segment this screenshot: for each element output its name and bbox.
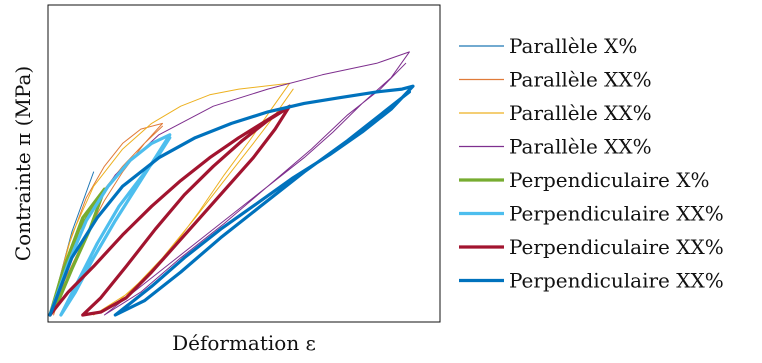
series-line-5 [48, 187, 107, 317]
legend-label-3: Parallèle XX% [509, 101, 652, 125]
plot-area [48, 51, 415, 317]
legend-item-3: Parallèle XX% [459, 101, 652, 125]
series-line-8 [48, 84, 415, 317]
legend-item-6: Perpendiculaire XX% [459, 202, 724, 226]
x-axis-label: Déformation ε [172, 331, 316, 355]
legend-label-1: Parallèle X% [509, 34, 637, 58]
legend-label-2: Parallèle XX% [509, 68, 652, 92]
y-axis-label: Contrainte π (MPa) [11, 66, 35, 261]
legend: Parallèle X% Parallèle XX% Parallèle XX% Pa… [459, 34, 724, 293]
series-line-7 [48, 104, 292, 317]
legend-label-8: Perpendiculaire XX% [509, 269, 724, 293]
legend-item-5: Perpendiculaire X% [459, 168, 709, 192]
series-line-2 [49, 122, 163, 316]
legend-item-8: Perpendiculaire XX% [459, 269, 724, 293]
legend-item-7: Perpendiculaire XX% [459, 235, 724, 259]
series-line-6 [48, 133, 172, 317]
legend-label-4: Parallèle XX% [509, 135, 652, 159]
legend-label-7: Perpendiculaire XX% [509, 235, 724, 259]
plot-frame [47, 4, 441, 323]
series-line-4 [49, 51, 410, 316]
series-line-3 [49, 82, 294, 316]
legend-item-4: Parallèle XX% [459, 135, 652, 159]
legend-item-2: Parallèle XX% [459, 68, 652, 92]
legend-label-6: Perpendiculaire XX% [509, 202, 724, 226]
legend-label-5: Perpendiculaire X% [509, 168, 709, 192]
legend-item-1: Parallèle X% [459, 34, 637, 58]
